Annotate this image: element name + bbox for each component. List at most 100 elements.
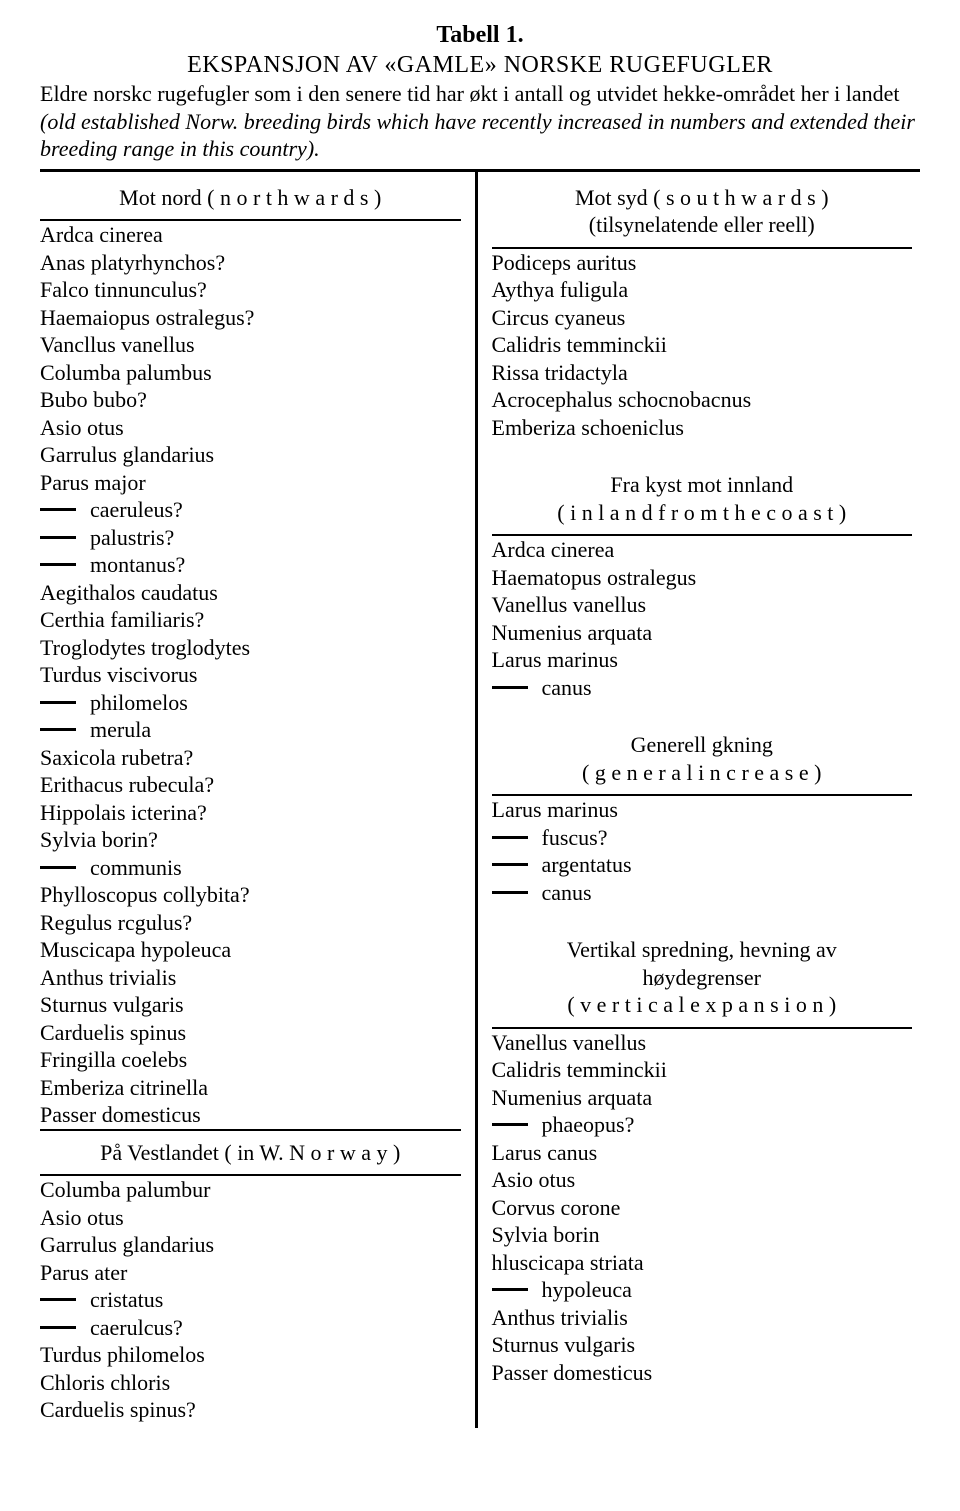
species-item: Calidris temminckii	[492, 331, 913, 359]
dash-icon	[40, 866, 76, 869]
species-item: Anthus trivialis	[40, 964, 461, 992]
right-column: Mot syd ( s o u t h w a r d s ) (tilsyne…	[478, 172, 921, 1428]
spacer	[492, 701, 913, 723]
sub-text: palustris?	[90, 524, 174, 552]
header-subtext: ( i n l a n d f r o m t h e c o a s t )	[492, 499, 913, 527]
species-item: Erithacus rubecula?	[40, 771, 461, 799]
species-sub: caerulcus?	[40, 1314, 461, 1342]
species-item: Certhia familiaris?	[40, 606, 461, 634]
species-item: Muscicapa hypoleuca	[40, 936, 461, 964]
species-item: Sylvia borin	[492, 1221, 913, 1249]
left-column: Mot nord ( n o r t h w a r d s ) Ardca c…	[40, 172, 478, 1428]
species-item: Chloris chloris	[40, 1369, 461, 1397]
table-label: Tabell 1.	[40, 20, 920, 50]
species-item: Regulus rcgulus?	[40, 909, 461, 937]
species-item: Haematopus ostralegus	[492, 564, 913, 592]
species-item: Circus cyaneus	[492, 304, 913, 332]
species-item: Columba palumbus	[40, 359, 461, 387]
intro-italic: (old established Norw. breeding birds wh…	[40, 109, 915, 162]
species-item: hluscicapa striata	[492, 1249, 913, 1277]
spacer	[492, 906, 913, 928]
header-subtext: (tilsynelatende eller reell)	[492, 211, 913, 239]
sub-text: caerulcus?	[90, 1314, 183, 1342]
header-text: Mot syd ( s o u t h w a r d s )	[492, 184, 913, 212]
species-item: Vanellus vanellus	[492, 1029, 913, 1057]
species-item: Parus ater	[40, 1259, 461, 1287]
species-item: Calidris temminckii	[492, 1056, 913, 1084]
species-sub: canus	[492, 879, 913, 907]
two-column-layout: Mot nord ( n o r t h w a r d s ) Ardca c…	[40, 169, 920, 1428]
species-item: Vancllus vanellus	[40, 331, 461, 359]
right-list-general: Larus marinus fuscus? argentatus canus	[492, 796, 913, 906]
sub-text: fuscus?	[542, 824, 608, 852]
left-header-northwards: Mot nord ( n o r t h w a r d s )	[40, 176, 461, 222]
species-sub: argentatus	[492, 851, 913, 879]
species-item: Saxicola rubetra?	[40, 744, 461, 772]
species-item: Falco tinnunculus?	[40, 276, 461, 304]
species-item: Sylvia borin?	[40, 826, 461, 854]
sub-text: hypoleuca	[542, 1276, 632, 1304]
left-header-vestlandet: På Vestlandet ( in W. N o r w a y )	[40, 1129, 461, 1177]
sub-text: montanus?	[90, 551, 185, 579]
species-item: Numenius arquata	[492, 1084, 913, 1112]
species-item: Sturnus vulgaris	[492, 1331, 913, 1359]
species-sub: phaeopus?	[492, 1111, 913, 1139]
species-item: Podiceps auritus	[492, 249, 913, 277]
species-item: Parus major	[40, 469, 461, 497]
species-sub: hypoleuca	[492, 1276, 913, 1304]
left-list-west: Columba palumbur Asio otus Garrulus glan…	[40, 1176, 461, 1424]
dash-icon	[40, 1326, 76, 1329]
species-sub: cristatus	[40, 1286, 461, 1314]
species-item: Larus marinus	[492, 796, 913, 824]
species-item: Columba palumbur	[40, 1176, 461, 1204]
species-item: Aegithalos caudatus	[40, 579, 461, 607]
species-sub: merula	[40, 716, 461, 744]
species-item: Aythya fuligula	[492, 276, 913, 304]
species-item: Turdus viscivorus	[40, 661, 461, 689]
header-text: Mot nord ( n o r t h w a r d s )	[119, 185, 381, 210]
dash-icon	[492, 891, 528, 894]
header-text: På Vestlandet ( in W. N o r w a y )	[100, 1140, 400, 1165]
species-item: Larus canus	[492, 1139, 913, 1167]
header-text: Fra kyst mot innland	[492, 471, 913, 499]
spacer	[492, 441, 913, 463]
right-header-general: Generell gkning ( g e n e r a l i n c r …	[492, 723, 913, 796]
species-item: Acrocephalus schocnobacnus	[492, 386, 913, 414]
dash-icon	[492, 836, 528, 839]
species-item: Passer domesticus	[492, 1359, 913, 1387]
species-sub: communis	[40, 854, 461, 882]
species-item: Carduelis spinus	[40, 1019, 461, 1047]
left-list-north: Ardca cinerea Anas platyrhynchos? Falco …	[40, 221, 461, 1129]
sub-text: caeruleus?	[90, 496, 183, 524]
species-sub: palustris?	[40, 524, 461, 552]
species-item: Asio otus	[492, 1166, 913, 1194]
species-item: Carduelis spinus?	[40, 1396, 461, 1424]
species-item: Hippolais icterina?	[40, 799, 461, 827]
species-item: Ardca cinerea	[492, 536, 913, 564]
sub-text: merula	[90, 716, 151, 744]
species-sub: canus	[492, 674, 913, 702]
species-item: Garrulus glandarius	[40, 441, 461, 469]
species-item: Fringilla coelebs	[40, 1046, 461, 1074]
sub-text: argentatus	[542, 851, 632, 879]
right-header-vertical: Vertikal spredning, hevning av høydegren…	[492, 928, 913, 1029]
page-title: EKSPANSJON AV «GAMLE» NORSKE RUGEFUGLER	[40, 50, 920, 80]
dash-icon	[492, 686, 528, 689]
species-item: Bubo bubo?	[40, 386, 461, 414]
species-item: Vanellus vanellus	[492, 591, 913, 619]
species-item: Phylloscopus collybita?	[40, 881, 461, 909]
species-sub: philomelos	[40, 689, 461, 717]
right-list-vertical: Vanellus vanellus Calidris temminckii Nu…	[492, 1029, 913, 1387]
dash-icon	[492, 1288, 528, 1291]
dash-icon	[40, 563, 76, 566]
dash-icon	[492, 863, 528, 866]
header-text: Generell gkning	[492, 731, 913, 759]
species-item: Numenius arquata	[492, 619, 913, 647]
species-item: Ardca cinerea	[40, 221, 461, 249]
species-item: Emberiza citrinella	[40, 1074, 461, 1102]
header-subtext: ( v e r t i c a l e x p a n s i o n )	[492, 991, 913, 1019]
species-item: Emberiza schoeniclus	[492, 414, 913, 442]
intro-plain: Eldre norskc rugefugler som i den senere…	[40, 81, 900, 106]
species-sub: montanus?	[40, 551, 461, 579]
species-item: Garrulus glandarius	[40, 1231, 461, 1259]
